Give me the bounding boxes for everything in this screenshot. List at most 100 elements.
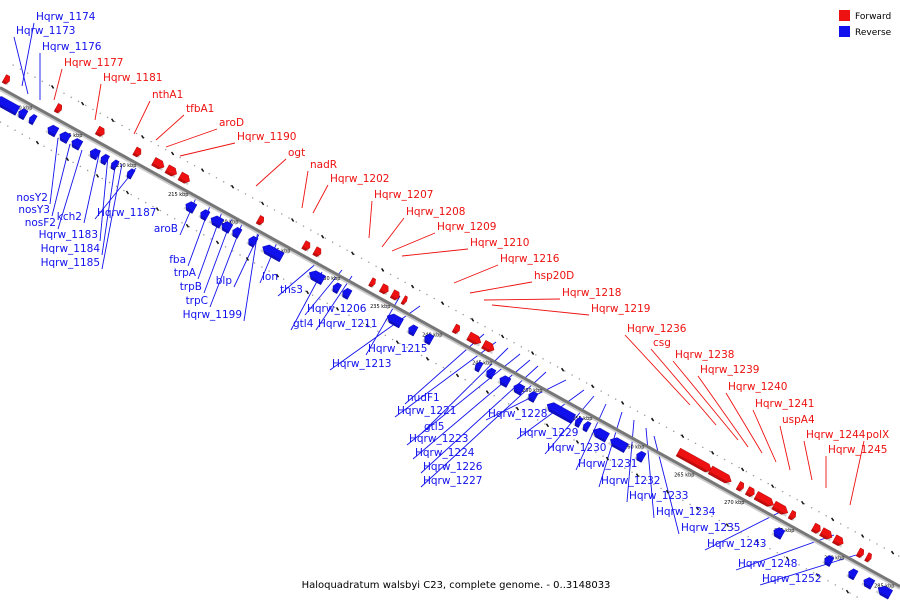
axis-line (0, 86, 900, 588)
gene-label-line (133, 100, 151, 135)
gene-label: Hqrw_1226 (423, 461, 483, 473)
gene-body (185, 201, 198, 214)
forward-gene-arrow (164, 164, 177, 178)
strand-tick (500, 334, 505, 339)
gene-label: gtl5 (424, 421, 444, 433)
tick-label: 235 kbp (370, 304, 390, 310)
gene-label-line (575, 403, 607, 471)
gene-label: Hqrw_1245 (828, 444, 887, 456)
reverse-gene-arrow (27, 114, 38, 126)
gene-label-line (624, 334, 691, 406)
gene-label: trpC (186, 295, 208, 307)
gene-label: Hqrw_1231 (578, 458, 637, 470)
gene-shade (230, 232, 239, 239)
strand-tick (485, 390, 490, 394)
strand-tick (650, 417, 655, 422)
forward-gene-arrow (378, 283, 389, 296)
strand-tick (35, 140, 40, 145)
reverse-gene-arrow (183, 201, 198, 214)
gene-label-line (626, 419, 635, 503)
gene-label: Hqrw_1210 (470, 237, 529, 249)
gene-body (424, 333, 435, 346)
gene-body (832, 534, 844, 547)
gene-label-line (544, 395, 595, 455)
gene-body (126, 168, 136, 180)
strand-tick (680, 434, 685, 439)
reverse-strand-guide (0, 121, 864, 600)
gene-label: Hqrw_1236 (627, 323, 687, 335)
gene-shade (771, 532, 782, 540)
strand-tick (245, 257, 250, 261)
gene-shade (2, 80, 9, 86)
gene-body (863, 577, 876, 590)
gene-label: Hqrw_1208 (406, 206, 465, 218)
gene-label-line (404, 333, 485, 405)
gene-label-line (155, 114, 185, 141)
forward-gene-arrow (771, 500, 789, 517)
gene-label: Hqrw_1213 (332, 358, 391, 370)
gene-body (610, 437, 629, 453)
gene-shade (384, 318, 400, 329)
gene-label-line (165, 128, 218, 148)
strand-tick (575, 440, 580, 444)
gene-label-line (420, 371, 547, 488)
gene-label: Hqrw_1183 (39, 229, 98, 241)
gene-body (151, 157, 165, 170)
strand-tick (605, 456, 610, 461)
gene-shade (832, 540, 843, 548)
reverse-gene-arrow (57, 131, 72, 144)
tick-label: 210 kbp (116, 163, 136, 169)
gene-body (466, 331, 482, 345)
forward-gene-arrow (819, 527, 833, 542)
gene-label-line (759, 554, 857, 586)
forward-strand-guide (12, 64, 900, 558)
forward-gene-arrow (301, 240, 311, 252)
gene-body (400, 295, 408, 306)
gene-label: Hqrw_1216 (500, 253, 560, 265)
gene-body (312, 246, 322, 257)
gene-body (53, 103, 63, 114)
gene-body (675, 447, 712, 473)
gene-label: trpB (180, 281, 202, 293)
gene-shade (400, 301, 406, 306)
gene-label-line (406, 353, 521, 446)
gene-label-line (53, 68, 63, 101)
gene-shade (95, 131, 104, 138)
gene-label: nthA1 (152, 89, 183, 101)
gene-label-line (94, 83, 102, 121)
forward-gene-arrow (312, 246, 322, 258)
reverse-gene-arrow (484, 367, 497, 380)
gene-label-line (725, 392, 763, 454)
gene-shade (607, 441, 625, 453)
gene-label-line (99, 155, 109, 242)
gene-shade (183, 206, 194, 214)
gene-body (824, 555, 835, 567)
gene-shade (544, 406, 573, 424)
gene-body (1, 74, 11, 85)
gene-label-line (752, 409, 777, 463)
gene-label: csg (653, 337, 671, 349)
gene-body (528, 391, 539, 403)
gene-shade (466, 337, 481, 347)
forward-gene-arrow (810, 522, 821, 535)
forward-gene-arrow (466, 331, 482, 347)
gene-label: Hqrw_1187 (97, 207, 156, 219)
gene-label-line (491, 304, 590, 316)
gene-body (864, 552, 872, 563)
reverse-gene-arrow (846, 568, 859, 581)
strand-tick (230, 184, 235, 189)
gene-label-line (453, 264, 499, 284)
gene-body (636, 450, 647, 463)
gene-label: nudF1 (407, 392, 440, 404)
legend-swatch-forward (839, 10, 850, 21)
gene-label-line (412, 359, 531, 460)
strand-tick (395, 340, 400, 345)
gene-shade (219, 226, 230, 234)
gene-label-line (645, 427, 655, 519)
forward-gene-arrow (151, 157, 165, 172)
reverse-gene-arrow (208, 215, 225, 229)
reverse-gene-arrow (822, 555, 835, 567)
strand-tick (710, 450, 715, 455)
